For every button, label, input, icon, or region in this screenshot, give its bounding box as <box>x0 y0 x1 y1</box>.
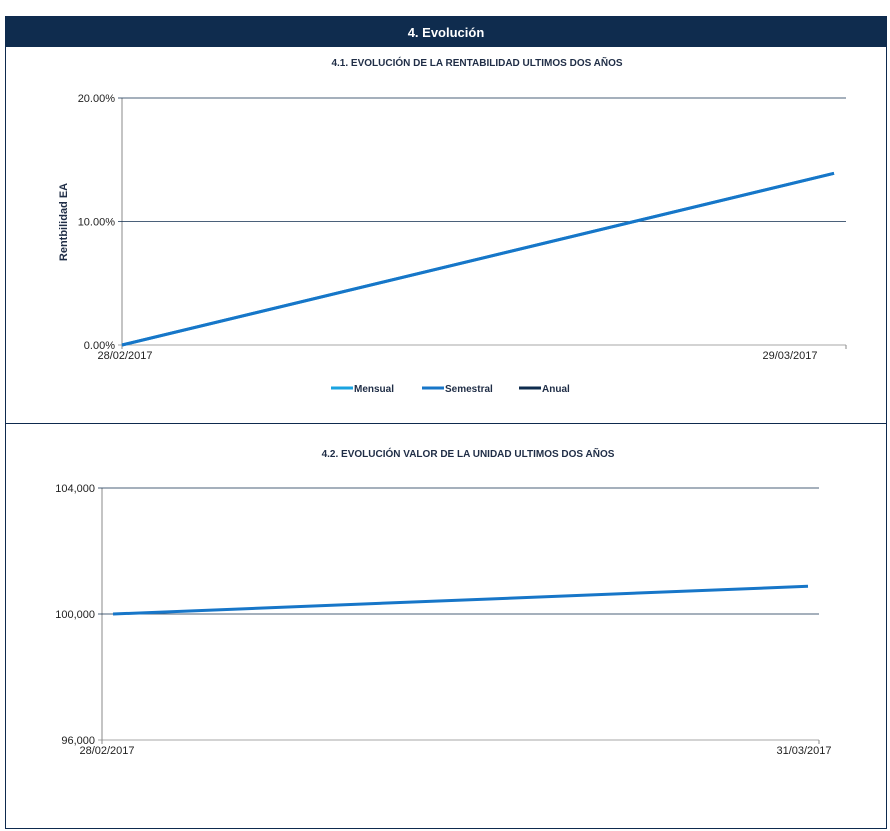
chart2-series-line-0 <box>112 584 809 616</box>
section-header: 4. Evolución <box>6 17 886 47</box>
chart1-y-axis-label: Rentbilidad EA <box>58 183 70 261</box>
legend-label-mensual: Mensual <box>354 384 394 395</box>
chart1-y-tick-label: 0.00% <box>84 340 115 352</box>
chart2-y-tick-label: 96,000 <box>61 735 95 747</box>
section-divider <box>6 423 886 424</box>
chart2-x-tick-label: 31/03/2017 <box>776 745 831 757</box>
legend-label-semestral: Semestral <box>445 384 493 395</box>
report-frame: 4. Evolución <box>5 16 887 829</box>
chart2-y-tick-label: 100,000 <box>55 609 95 621</box>
chart2-x-tick-label: 28/02/2017 <box>79 745 134 757</box>
chart1-y-tick-label: 20.00% <box>78 93 116 105</box>
chart1-title: 4.1. EVOLUCIÓN DE LA RENTABILIDAD ULTIMO… <box>331 56 622 69</box>
chart2-title: 4.2. EVOLUCIÓN VALOR DE LA UNIDAD ULTIMO… <box>322 447 615 460</box>
chart1-y-tick-label: 10.00% <box>78 217 116 229</box>
legend-label-anual: Anual <box>542 384 570 395</box>
chart1-x-tick-label: 28/02/2017 <box>97 350 152 362</box>
chart1-x-tick-label: 29/03/2017 <box>762 350 817 362</box>
chart2-y-tick-label: 104,000 <box>55 483 95 495</box>
chart1-series-line-semestral <box>121 171 835 347</box>
chart1-legend: Mensual Semestral Anual <box>331 384 570 395</box>
